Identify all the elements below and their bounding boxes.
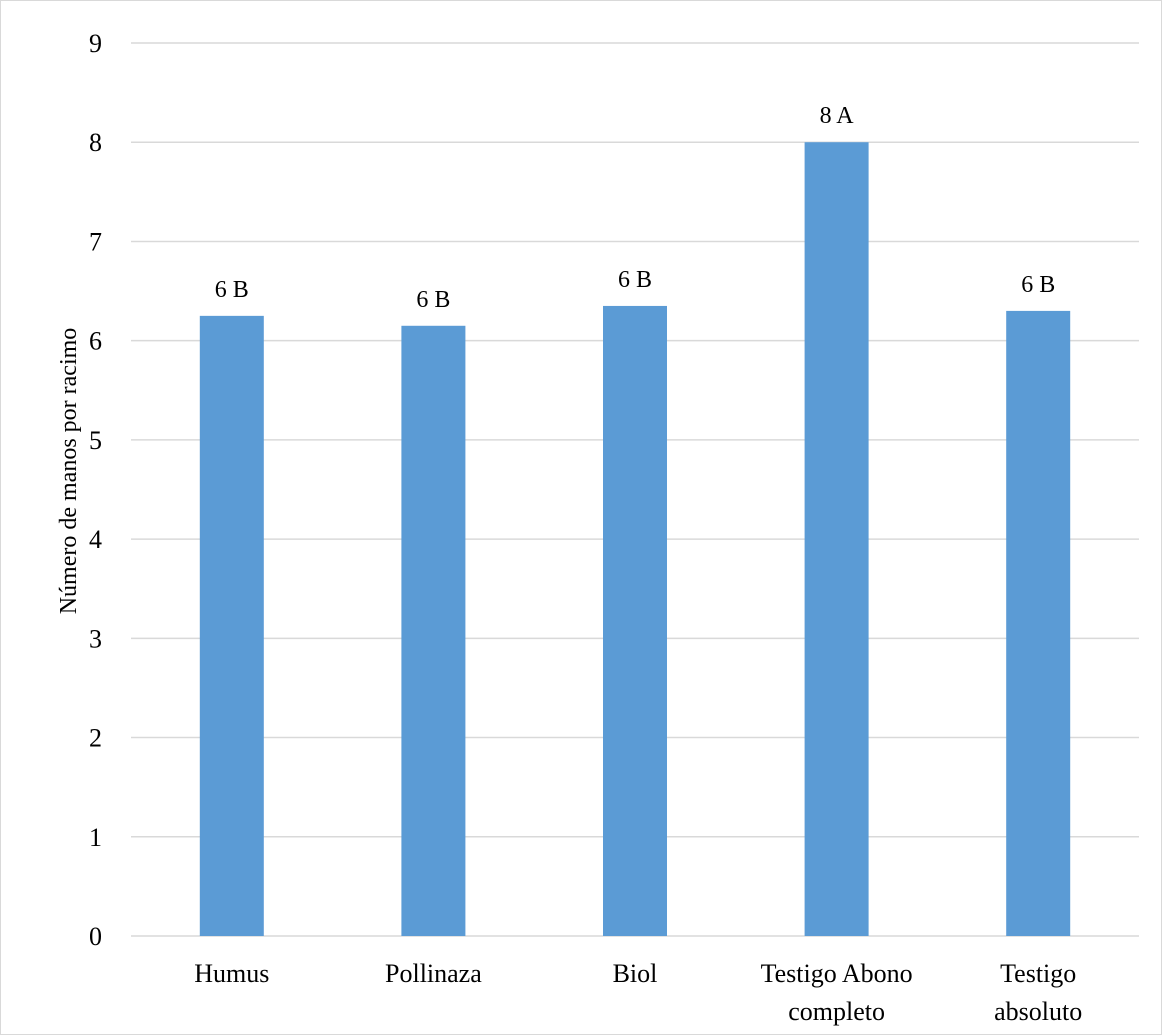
- bars: [199, 142, 1071, 937]
- y-tick-label: 6: [89, 327, 102, 356]
- y-axis-title: Número de manos por racimo: [56, 328, 82, 615]
- data-label: 6 B: [1021, 272, 1055, 298]
- x-axis-categories: Humus Pollinaza Biol Testigo Abono completo T…: [194, 959, 1082, 1026]
- x-category-label: completo: [788, 997, 885, 1026]
- x-category-label: absoluto: [994, 997, 1082, 1026]
- x-category-label: Testigo Abono: [761, 959, 913, 988]
- y-tick-label: 4: [89, 525, 102, 554]
- data-label: 6 B: [215, 277, 249, 303]
- x-category-label: Testigo: [1000, 959, 1076, 988]
- y-tick-label: 5: [89, 426, 102, 455]
- bar: [199, 315, 264, 937]
- data-label: 6 B: [618, 267, 652, 293]
- y-tick-label: 2: [89, 724, 102, 753]
- data-labels: 6 B 6 B 6 B 8 A 6 B: [215, 103, 1055, 313]
- y-tick-label: 1: [89, 823, 102, 852]
- data-label: 6 B: [416, 287, 450, 313]
- y-tick-label: 3: [89, 624, 102, 653]
- bar: [804, 142, 869, 936]
- y-tick-label: 0: [89, 922, 102, 951]
- y-tick-label: 9: [89, 29, 102, 58]
- x-category-label: Pollinaza: [385, 959, 482, 988]
- bar: [603, 305, 667, 936]
- y-axis-ticks: 0 1 2 3 4 5 6 7 8 9: [89, 29, 102, 951]
- y-tick-label: 7: [89, 227, 102, 256]
- bar: [1006, 310, 1071, 936]
- y-tick-label: 8: [89, 128, 102, 157]
- bar: [401, 325, 466, 936]
- x-category-label: Humus: [194, 959, 269, 988]
- x-category-label: Biol: [613, 959, 658, 988]
- data-label: 8 A: [820, 103, 855, 129]
